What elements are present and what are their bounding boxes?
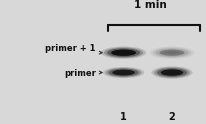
Ellipse shape xyxy=(167,72,177,73)
Ellipse shape xyxy=(164,51,180,55)
Ellipse shape xyxy=(103,67,144,78)
Ellipse shape xyxy=(151,66,193,79)
Ellipse shape xyxy=(161,69,183,76)
Text: 2: 2 xyxy=(169,112,175,122)
Ellipse shape xyxy=(109,69,139,76)
Ellipse shape xyxy=(154,67,190,78)
Ellipse shape xyxy=(104,47,143,58)
Ellipse shape xyxy=(116,71,131,74)
Text: 1 min: 1 min xyxy=(134,0,167,10)
Ellipse shape xyxy=(118,52,129,54)
Ellipse shape xyxy=(111,50,136,56)
Ellipse shape xyxy=(106,68,141,77)
Ellipse shape xyxy=(164,71,180,74)
Ellipse shape xyxy=(101,46,146,59)
Ellipse shape xyxy=(149,46,195,59)
Ellipse shape xyxy=(111,50,136,56)
Text: 1: 1 xyxy=(120,112,127,122)
Ellipse shape xyxy=(156,48,188,57)
Ellipse shape xyxy=(112,70,135,75)
Ellipse shape xyxy=(112,70,135,75)
Ellipse shape xyxy=(107,48,140,57)
Text: primer: primer xyxy=(64,69,96,78)
Ellipse shape xyxy=(160,50,184,56)
Ellipse shape xyxy=(161,69,183,76)
Ellipse shape xyxy=(152,47,192,58)
Ellipse shape xyxy=(160,50,184,56)
Ellipse shape xyxy=(115,51,132,55)
Text: primer + 1: primer + 1 xyxy=(45,44,96,53)
Ellipse shape xyxy=(167,52,177,54)
Ellipse shape xyxy=(119,72,129,73)
Ellipse shape xyxy=(157,68,187,77)
